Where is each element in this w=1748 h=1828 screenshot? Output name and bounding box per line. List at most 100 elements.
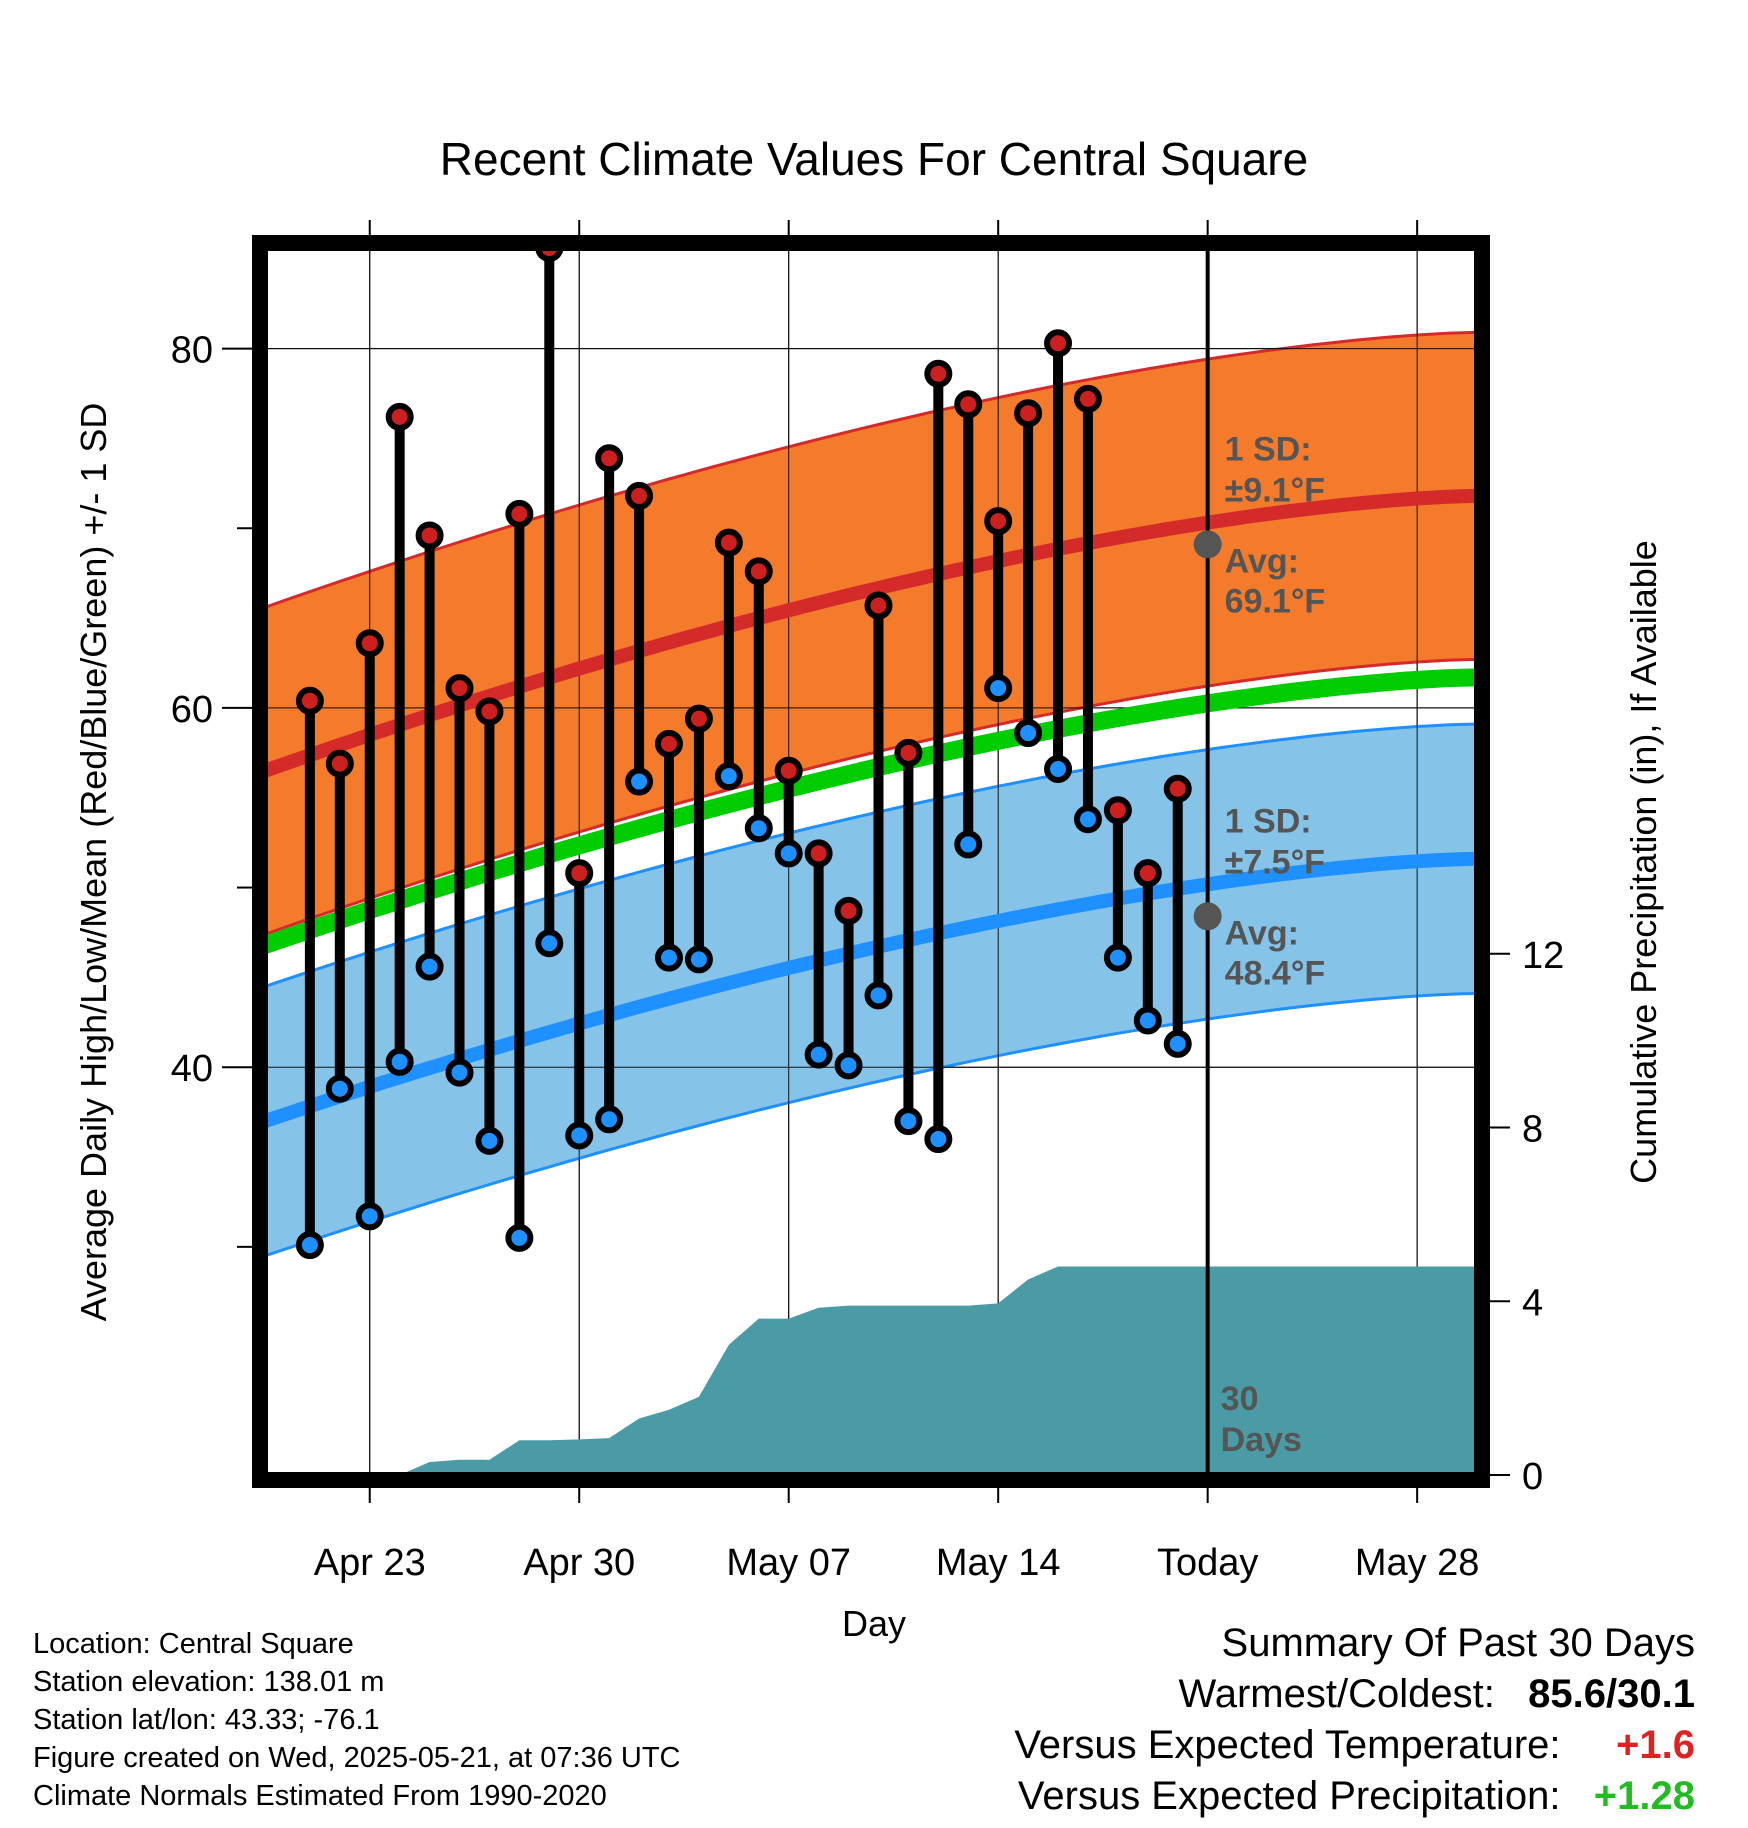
plot-contents bbox=[265, 248, 1477, 1475]
daily-low-point bbox=[505, 1223, 534, 1252]
x-tick-label: May 07 bbox=[726, 1542, 851, 1584]
low-sd-value: ±7.5°F bbox=[1225, 843, 1325, 881]
precip-value: +1.28 bbox=[1593, 1774, 1695, 1818]
daily-low-point bbox=[415, 952, 444, 981]
high-avg-value: 69.1°F bbox=[1225, 582, 1326, 620]
daily-low-point bbox=[1163, 1029, 1192, 1058]
daily-high-point bbox=[984, 507, 1013, 536]
daily-low-point bbox=[565, 1121, 594, 1150]
elevation-text: Station elevation: 138.01 m bbox=[33, 1666, 385, 1698]
daily-high-point bbox=[445, 674, 474, 703]
plot-frame bbox=[252, 235, 1490, 1488]
low-sd-lower-edge bbox=[265, 992, 1477, 1258]
daily-high-point bbox=[655, 729, 683, 758]
y-axis-left-label: Average Daily High/Low/Mean (Red/Blue/Gr… bbox=[73, 403, 114, 1322]
y-right-tick-label: 12 bbox=[1522, 935, 1564, 977]
daily-high-point bbox=[475, 697, 504, 726]
normals-text: Climate Normals Estimated From 1990-2020 bbox=[33, 1780, 607, 1812]
daily-low-point bbox=[355, 1202, 384, 1231]
period-unit: Days bbox=[1221, 1421, 1302, 1459]
daily-low-point bbox=[1133, 1006, 1162, 1035]
high-sd-value: ±9.1°F bbox=[1225, 471, 1325, 509]
low-sd-label: 1 SD: bbox=[1225, 802, 1312, 840]
location-text: Location: Central Square bbox=[33, 1628, 354, 1660]
daily-low-point bbox=[834, 1051, 863, 1080]
x-tick-label: May 14 bbox=[936, 1542, 1061, 1584]
daily-high-point bbox=[864, 591, 893, 620]
daily-high-point bbox=[894, 738, 923, 767]
station-info: Location: Central Square Station elevati… bbox=[33, 1625, 681, 1815]
temp-value: +1.6 bbox=[1616, 1723, 1695, 1767]
daily-low-point bbox=[744, 814, 773, 843]
daily-low-point bbox=[1014, 719, 1043, 748]
daily-high-point bbox=[565, 859, 594, 888]
daily-high-point bbox=[1163, 774, 1192, 803]
y-axis-right-label: Cumulative Precipitation (in), If Availa… bbox=[1623, 540, 1664, 1184]
x-tick-label: Apr 30 bbox=[523, 1542, 635, 1584]
high-sd-band bbox=[265, 332, 1477, 935]
precipitation-area bbox=[279, 1266, 1477, 1475]
daily-low-point bbox=[625, 767, 654, 796]
daily-low-point bbox=[954, 830, 983, 859]
high-sd-label: 1 SD: bbox=[1225, 430, 1312, 468]
daily-low-point bbox=[1073, 805, 1102, 834]
daily-low-point bbox=[655, 943, 683, 972]
daily-low-point bbox=[445, 1058, 474, 1087]
today-high-avg-point bbox=[1193, 530, 1222, 559]
daily-low-point bbox=[684, 945, 713, 974]
daily-low-point bbox=[804, 1040, 833, 1069]
high-sd-upper-edge bbox=[265, 330, 1477, 609]
daily-high-point bbox=[954, 390, 983, 419]
x-tick-label: Apr 23 bbox=[314, 1542, 426, 1584]
daily-high-point bbox=[714, 528, 743, 557]
daily-low-point bbox=[714, 762, 743, 791]
y-left-tick-label: 40 bbox=[171, 1048, 213, 1090]
daily-low-point bbox=[924, 1125, 953, 1154]
y-right-tick-label: 8 bbox=[1522, 1109, 1543, 1151]
daily-high-point bbox=[1044, 329, 1073, 358]
daily-low-point bbox=[1103, 943, 1132, 972]
warmest-label: Warmest/Coldest: bbox=[1178, 1672, 1495, 1716]
x-tick-label: Today bbox=[1157, 1542, 1258, 1584]
chart-title: Recent Climate Values For Central Square bbox=[440, 133, 1308, 185]
summary-warmest-row: Warmest/Coldest: 85.6/30.1 bbox=[1014, 1669, 1695, 1720]
daily-high-point bbox=[505, 499, 534, 528]
daily-low-point bbox=[535, 929, 564, 958]
normal-mean-line bbox=[265, 668, 1477, 954]
daily-high-point bbox=[804, 839, 833, 868]
daily-high-point bbox=[295, 686, 324, 715]
summary-heading: Summary Of Past 30 Days bbox=[1221, 1621, 1695, 1665]
y-left-tick-label: 80 bbox=[171, 330, 213, 372]
high-sd-lower-edge bbox=[265, 657, 1477, 936]
daily-low-point bbox=[475, 1126, 504, 1155]
daily-high-point bbox=[1133, 859, 1162, 888]
period-number: 30 bbox=[1221, 1380, 1259, 1418]
daily-low-point bbox=[984, 674, 1013, 703]
y-right-tick-label: 4 bbox=[1522, 1282, 1543, 1324]
daily-high-point bbox=[625, 481, 654, 510]
daily-high-point bbox=[744, 557, 773, 586]
x-tick-label: May 28 bbox=[1355, 1542, 1480, 1584]
daily-low-point bbox=[325, 1074, 354, 1103]
high-avg-label: Avg: bbox=[1225, 542, 1299, 580]
daily-high-point bbox=[1103, 796, 1132, 825]
summary-panel: Summary Of Past 30 Days Warmest/Coldest:… bbox=[1014, 1618, 1695, 1822]
today-low-avg-point bbox=[1193, 902, 1222, 931]
daily-high-point bbox=[834, 896, 863, 925]
daily-high-point bbox=[355, 629, 384, 658]
normal-high-line bbox=[265, 488, 1477, 778]
daily-high-point bbox=[415, 521, 444, 550]
daily-low-point bbox=[1044, 754, 1073, 783]
precip-label: Versus Expected Precipitation: bbox=[1017, 1774, 1561, 1818]
daily-high-point bbox=[595, 444, 624, 473]
low-avg-value: 48.4°F bbox=[1225, 954, 1326, 992]
summary-temp-row: Versus Expected Temperature: +1.6 bbox=[1014, 1720, 1695, 1771]
daily-high-point bbox=[325, 749, 354, 778]
warmest-value: 85.6/30.1 bbox=[1528, 1672, 1695, 1716]
daily-low-point bbox=[864, 981, 893, 1010]
normal-low-line bbox=[265, 851, 1477, 1128]
daily-high-point bbox=[1014, 399, 1043, 428]
daily-low-point bbox=[385, 1047, 414, 1076]
